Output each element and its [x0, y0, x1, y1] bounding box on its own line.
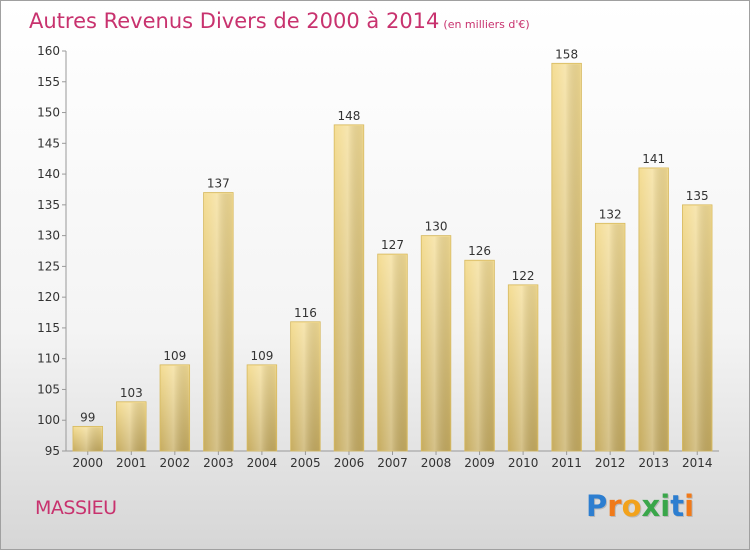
bar-shine [335, 125, 363, 451]
chart-title: Autres Revenus Divers de 2000 à 2014 (en … [29, 9, 530, 33]
y-tick-label: 155 [37, 75, 60, 89]
x-tick-label: 2002 [160, 456, 191, 470]
logo-letter: t [670, 489, 685, 523]
x-tick-label: 2003 [203, 456, 234, 470]
data-label: 158 [555, 47, 578, 61]
y-tick-label: 110 [37, 352, 60, 366]
x-tick-label: 2008 [421, 456, 452, 470]
chart-subtitle: (en milliers d'€) [443, 18, 530, 31]
data-label: 137 [207, 177, 230, 191]
bar-shine [378, 255, 407, 451]
data-label: 116 [294, 306, 317, 320]
data-labels: 99 103 109 137 109 116 148 127 130 126 122 158 132 14… [80, 47, 709, 424]
x-tick-label: 2000 [72, 456, 103, 470]
x-tick-label: 2009 [464, 456, 495, 470]
data-label: 109 [250, 349, 273, 363]
x-tick-label: 2010 [508, 456, 539, 470]
x-tick-label: 2005 [290, 456, 321, 470]
axes: 95 100 105 110 115 120 125 130 135 140 145 150 155 16… [37, 44, 719, 470]
x-tick-label: 2006 [334, 456, 365, 470]
data-label: 130 [425, 220, 448, 234]
y-tick-label: 105 [37, 382, 60, 396]
bar-shine [552, 64, 581, 452]
bar-shine [117, 402, 146, 451]
data-label: 135 [686, 189, 709, 203]
bar-shine [291, 322, 320, 451]
bar-shine [248, 365, 276, 451]
y-tick-label: 120 [37, 290, 60, 304]
logo-letter: o [621, 489, 642, 523]
data-label: 148 [338, 109, 361, 123]
bar-shine [73, 427, 102, 451]
y-tick-label: 135 [37, 198, 60, 212]
x-tick-label: 2011 [551, 456, 582, 470]
bar-shine [639, 168, 668, 451]
chart-title-text: Autres Revenus Divers de 2000 à 2014 [29, 9, 440, 33]
x-tick-label: 2001 [116, 456, 147, 470]
bars [72, 62, 713, 452]
bar-shine [465, 261, 494, 451]
y-tick-label: 145 [37, 136, 60, 150]
y-tick-label: 100 [37, 413, 60, 427]
x-tick-label: 2014 [682, 456, 713, 470]
x-tick-label: 2013 [638, 456, 669, 470]
y-tick-label: 125 [37, 259, 60, 273]
bar-shine [422, 236, 450, 451]
y-tick-label: 140 [37, 167, 60, 181]
bar-shine [509, 285, 537, 451]
data-label: 99 [80, 410, 95, 424]
x-tick-label: 2007 [377, 456, 408, 470]
data-label: 122 [512, 269, 535, 283]
logo-letter: r [607, 489, 622, 523]
bar-shine [596, 224, 624, 451]
logo-letter: i [684, 489, 695, 523]
y-tick-label: 95 [45, 444, 60, 458]
logo-letter: x [641, 489, 661, 523]
y-tick-label: 150 [37, 106, 60, 120]
data-label: 141 [642, 152, 665, 166]
data-label: 103 [120, 386, 143, 400]
bar-shine [683, 205, 712, 451]
y-tick-label: 115 [37, 321, 60, 335]
logo-letter: i [660, 489, 671, 523]
data-label: 132 [599, 207, 622, 221]
y-tick-label: 130 [37, 229, 60, 243]
x-tick-label: 2004 [247, 456, 278, 470]
data-label: 109 [163, 349, 186, 363]
logo-letter: P [586, 489, 608, 523]
bar-shine [204, 193, 233, 452]
y-tick-label: 160 [37, 44, 60, 58]
proxiti-logo: Proxiti [586, 489, 694, 523]
x-tick-label: 2012 [595, 456, 626, 470]
bar-shine [161, 365, 189, 451]
data-label: 126 [468, 244, 491, 258]
commune-name: MASSIEU [35, 497, 117, 519]
data-label: 127 [381, 238, 404, 252]
